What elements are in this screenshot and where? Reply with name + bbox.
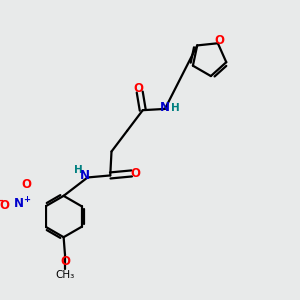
Text: CH₃: CH₃ bbox=[55, 270, 74, 280]
Text: H: H bbox=[74, 165, 82, 176]
Text: N: N bbox=[14, 197, 24, 210]
Text: N: N bbox=[160, 101, 170, 114]
Text: O: O bbox=[21, 178, 31, 190]
Text: -: - bbox=[0, 196, 3, 206]
Text: +: + bbox=[23, 195, 30, 204]
Text: N: N bbox=[80, 169, 89, 182]
Text: O: O bbox=[0, 199, 10, 212]
Text: O: O bbox=[131, 167, 141, 180]
Text: O: O bbox=[215, 34, 225, 47]
Text: H: H bbox=[171, 103, 180, 113]
Text: O: O bbox=[60, 255, 70, 268]
Text: O: O bbox=[134, 82, 143, 95]
